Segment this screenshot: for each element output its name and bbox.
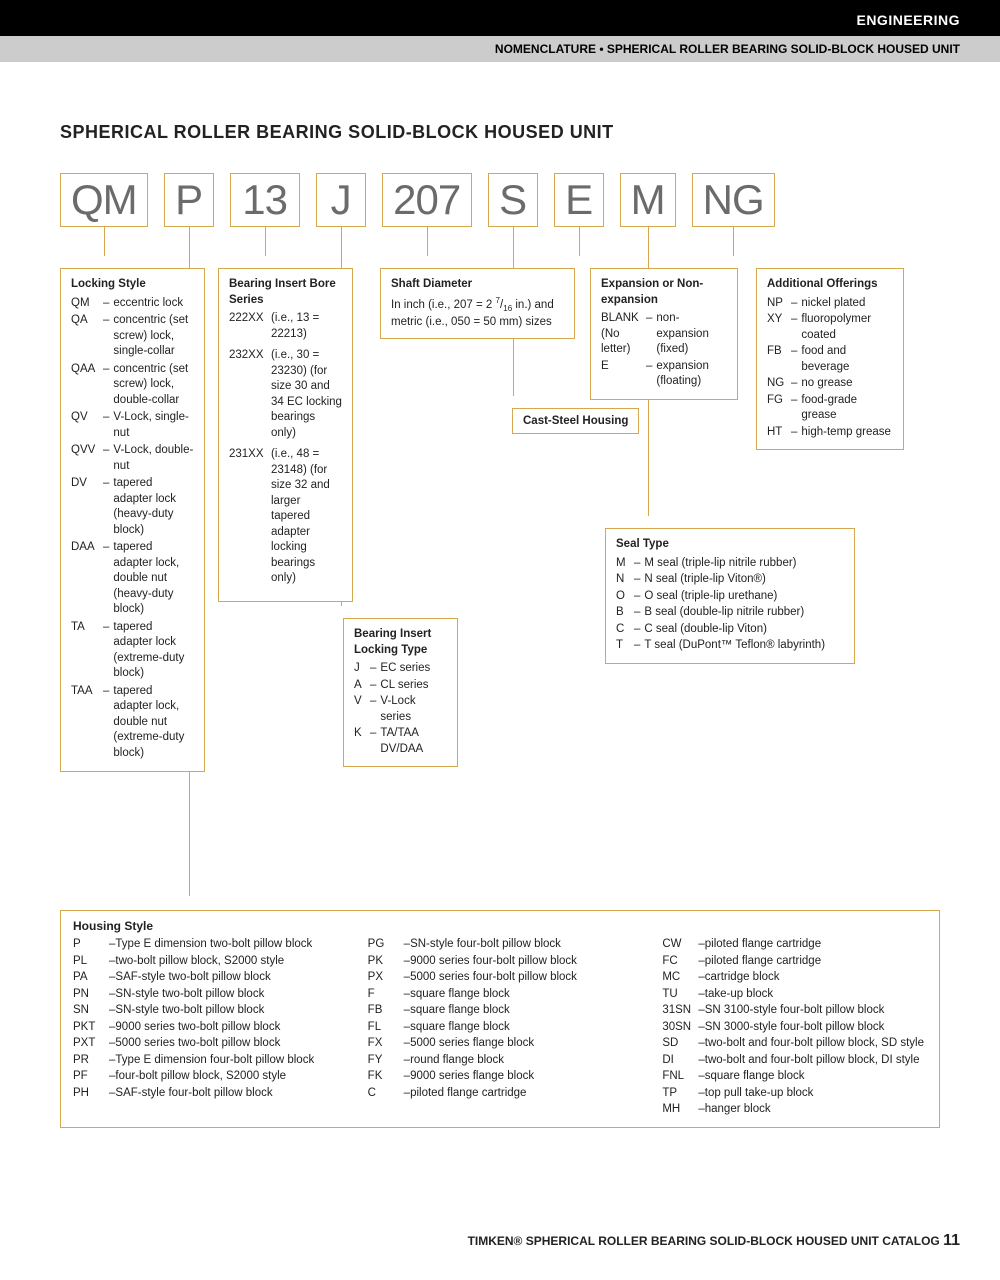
header-gray-bar: NOMENCLATURE • SPHERICAL ROLLER BEARING … <box>0 36 1000 62</box>
additional-heading: Additional Offerings <box>767 277 893 293</box>
code-j: J <box>316 173 366 227</box>
page-content: SPHERICAL ROLLER BEARING SOLID-BLOCK HOU… <box>0 62 1000 1103</box>
header-subtitle: NOMENCLATURE • SPHERICAL ROLLER BEARING … <box>495 42 960 56</box>
header-black-bar: ENGINEERING <box>0 0 1000 36</box>
cast-steel-box: Cast-Steel Housing <box>512 408 639 434</box>
code-207: 207 <box>382 173 472 227</box>
code-qm: QM <box>60 173 148 227</box>
locking-style-box: Locking Style QM–eccentric lockQA–concen… <box>60 268 205 772</box>
code-e: E <box>554 173 604 227</box>
code-ng: NG <box>692 173 775 227</box>
seal-type-box: Seal Type M–M seal (triple-lip nitrile r… <box>605 528 855 664</box>
shaft-diameter-box: Shaft Diameter In inch (i.e., 207 = 2 7/… <box>380 268 575 339</box>
code-p: P <box>164 173 214 227</box>
nomenclature-diagram: QM P 13 J 207 S E M NG Locking Style QM–… <box>60 173 950 1103</box>
code-m: M <box>620 173 676 227</box>
additional-box: Additional Offerings NP–nickel platedXY–… <box>756 268 904 450</box>
header-section: ENGINEERING <box>856 12 960 28</box>
code-s: S <box>488 173 538 227</box>
housing-col-3: CW–piloted flange cartridgeFC–piloted fl… <box>662 937 927 1119</box>
bearing-insert-box: Bearing Insert Bore Series 222XX(i.e., 1… <box>218 268 353 602</box>
code-13: 13 <box>230 173 300 227</box>
locking-style-heading: Locking Style <box>71 277 194 293</box>
housing-col-2: PG–SN-style four-bolt pillow blockPK–900… <box>368 937 633 1119</box>
locking-type-heading: Bearing Insert Locking Type <box>354 627 447 658</box>
housing-col-1: P–Type E dimension two-bolt pillow block… <box>73 937 338 1119</box>
shaft-diameter-text: In inch (i.e., 207 = 2 7/16 in.) and met… <box>391 296 564 331</box>
housing-heading: Housing Style <box>73 919 927 933</box>
page-title: SPHERICAL ROLLER BEARING SOLID-BLOCK HOU… <box>60 122 950 143</box>
page-footer: TIMKEN® SPHERICAL ROLLER BEARING SOLID-B… <box>468 1232 960 1250</box>
expansion-heading: Expansion or Non-expansion <box>601 277 727 308</box>
code-row: QM P 13 J 207 S E M NG <box>60 173 950 227</box>
shaft-diameter-heading: Shaft Diameter <box>391 277 564 293</box>
expansion-box: Expansion or Non-expansion BLANK(Nolette… <box>590 268 738 400</box>
seal-type-heading: Seal Type <box>616 537 844 553</box>
bearing-insert-heading: Bearing Insert Bore Series <box>229 277 342 308</box>
housing-style-box: Housing Style P–Type E dimension two-bol… <box>60 910 940 1128</box>
locking-type-box: Bearing Insert Locking Type J–EC seriesA… <box>343 618 458 767</box>
